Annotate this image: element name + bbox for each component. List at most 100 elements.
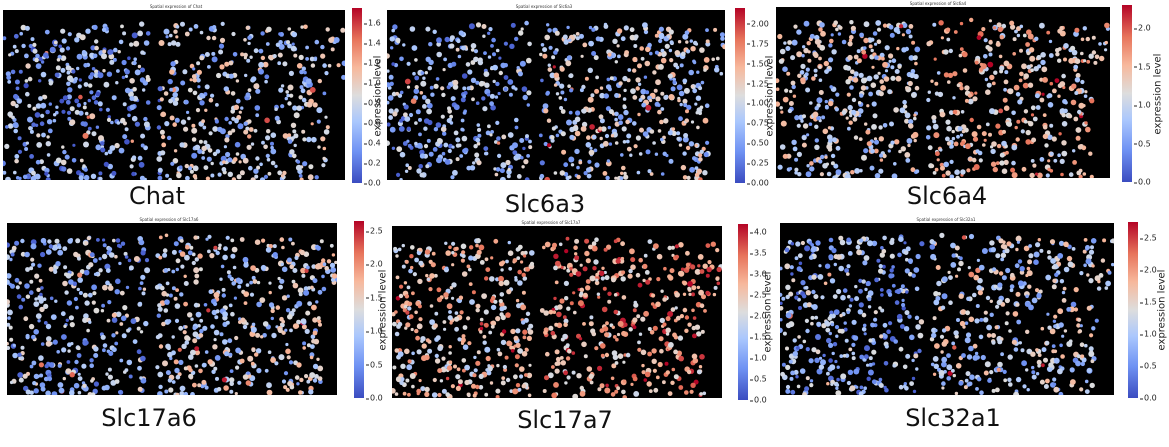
cell-spot bbox=[930, 253, 937, 260]
cell-spot bbox=[411, 351, 415, 356]
cell-spot bbox=[201, 362, 207, 368]
cell-spot bbox=[1011, 172, 1018, 178]
cell-spot bbox=[157, 175, 163, 180]
cell-spot bbox=[12, 343, 16, 347]
cell-spot bbox=[582, 292, 588, 298]
cell-spot bbox=[635, 272, 641, 278]
cell-spot bbox=[394, 348, 400, 353]
cell-spot bbox=[1062, 99, 1068, 104]
cell-spot bbox=[470, 43, 477, 49]
cell-spot bbox=[796, 346, 800, 350]
cell-spot bbox=[694, 172, 700, 178]
cell-spot bbox=[235, 152, 240, 156]
cell-spot bbox=[1016, 240, 1020, 244]
cell-spot bbox=[606, 244, 612, 250]
cell-spot bbox=[606, 77, 611, 82]
cell-spot bbox=[1057, 94, 1061, 98]
cell-spot bbox=[414, 310, 418, 315]
cell-spot bbox=[455, 385, 461, 391]
cell-spot bbox=[781, 362, 786, 367]
cell-spot bbox=[215, 376, 219, 381]
cell-spot bbox=[413, 88, 420, 94]
cell-spot bbox=[281, 379, 287, 384]
cell-spot bbox=[121, 75, 126, 80]
cell-spot bbox=[452, 84, 459, 90]
cell-spot bbox=[907, 314, 912, 319]
cell-spot bbox=[7, 341, 9, 346]
cell-spot bbox=[841, 110, 847, 115]
cell-spot bbox=[873, 148, 879, 154]
cell-spot bbox=[1082, 104, 1086, 108]
cell-spot bbox=[457, 337, 462, 342]
cell-spot bbox=[47, 376, 53, 382]
cell-spot bbox=[808, 241, 813, 245]
cell-spot bbox=[305, 310, 311, 316]
cell-spot bbox=[1024, 301, 1031, 307]
cell-spot bbox=[490, 320, 497, 326]
cell-spot bbox=[330, 47, 335, 52]
cell-spot bbox=[89, 252, 95, 258]
cell-spot bbox=[647, 327, 652, 331]
cell-spot bbox=[35, 159, 41, 165]
cell-spot bbox=[789, 376, 794, 381]
cell-spot bbox=[517, 387, 522, 392]
cell-spot bbox=[175, 258, 181, 264]
cell-spot bbox=[160, 134, 166, 140]
cell-spot bbox=[699, 354, 705, 360]
cell-spot bbox=[215, 149, 221, 154]
cell-spot bbox=[61, 109, 66, 114]
cell-spot bbox=[165, 173, 170, 178]
cell-spot bbox=[813, 68, 818, 73]
cell-spot bbox=[683, 133, 689, 138]
cell-spot bbox=[412, 272, 417, 277]
cell-spot bbox=[940, 165, 945, 171]
cell-spot bbox=[44, 363, 49, 369]
cell-spot bbox=[418, 317, 423, 322]
cell-spot bbox=[914, 46, 921, 53]
cell-spot bbox=[856, 249, 862, 256]
cell-spot bbox=[544, 176, 551, 180]
cell-spot bbox=[722, 44, 725, 50]
cell-spot bbox=[802, 392, 807, 395]
cell-spot bbox=[84, 111, 89, 116]
cell-spot bbox=[657, 361, 663, 368]
cell-spot bbox=[174, 117, 180, 123]
cell-spot bbox=[1075, 360, 1081, 367]
cell-spot bbox=[995, 161, 1000, 166]
cell-spot bbox=[873, 310, 878, 315]
cell-spot bbox=[968, 157, 973, 162]
cell-spot bbox=[952, 345, 957, 350]
colorbar-tick: 0.8 bbox=[364, 98, 381, 108]
cell-spot bbox=[282, 61, 288, 67]
cell-spot bbox=[402, 391, 407, 396]
cell-spot bbox=[35, 103, 42, 109]
cell-spot bbox=[814, 124, 819, 129]
cell-spot bbox=[897, 64, 902, 69]
gene-label: Chat bbox=[128, 182, 186, 210]
cell-spot bbox=[316, 107, 323, 114]
cell-spot bbox=[620, 241, 625, 247]
cell-spot bbox=[233, 296, 237, 300]
cell-spot bbox=[794, 256, 799, 261]
cell-spot bbox=[1062, 286, 1067, 291]
cell-spot bbox=[265, 42, 270, 46]
cell-spot bbox=[293, 53, 298, 58]
cell-spot bbox=[506, 340, 512, 347]
cell-spot bbox=[1088, 351, 1095, 357]
cell-spot bbox=[682, 307, 688, 313]
cell-spot bbox=[1084, 90, 1088, 94]
cell-spot bbox=[197, 149, 203, 154]
cell-spot bbox=[479, 330, 483, 334]
cell-spot bbox=[421, 355, 427, 362]
cell-spot bbox=[562, 34, 568, 40]
cell-spot bbox=[779, 144, 786, 150]
cell-spot bbox=[159, 129, 165, 135]
cell-spot bbox=[203, 303, 208, 307]
cell-spot bbox=[277, 170, 283, 176]
cell-spot bbox=[451, 263, 455, 267]
cell-spot bbox=[280, 262, 284, 266]
cell-spot bbox=[160, 111, 167, 118]
colorbar-tick: 0.50 bbox=[747, 138, 769, 148]
cell-spot bbox=[615, 337, 619, 342]
cell-spot bbox=[847, 54, 853, 61]
